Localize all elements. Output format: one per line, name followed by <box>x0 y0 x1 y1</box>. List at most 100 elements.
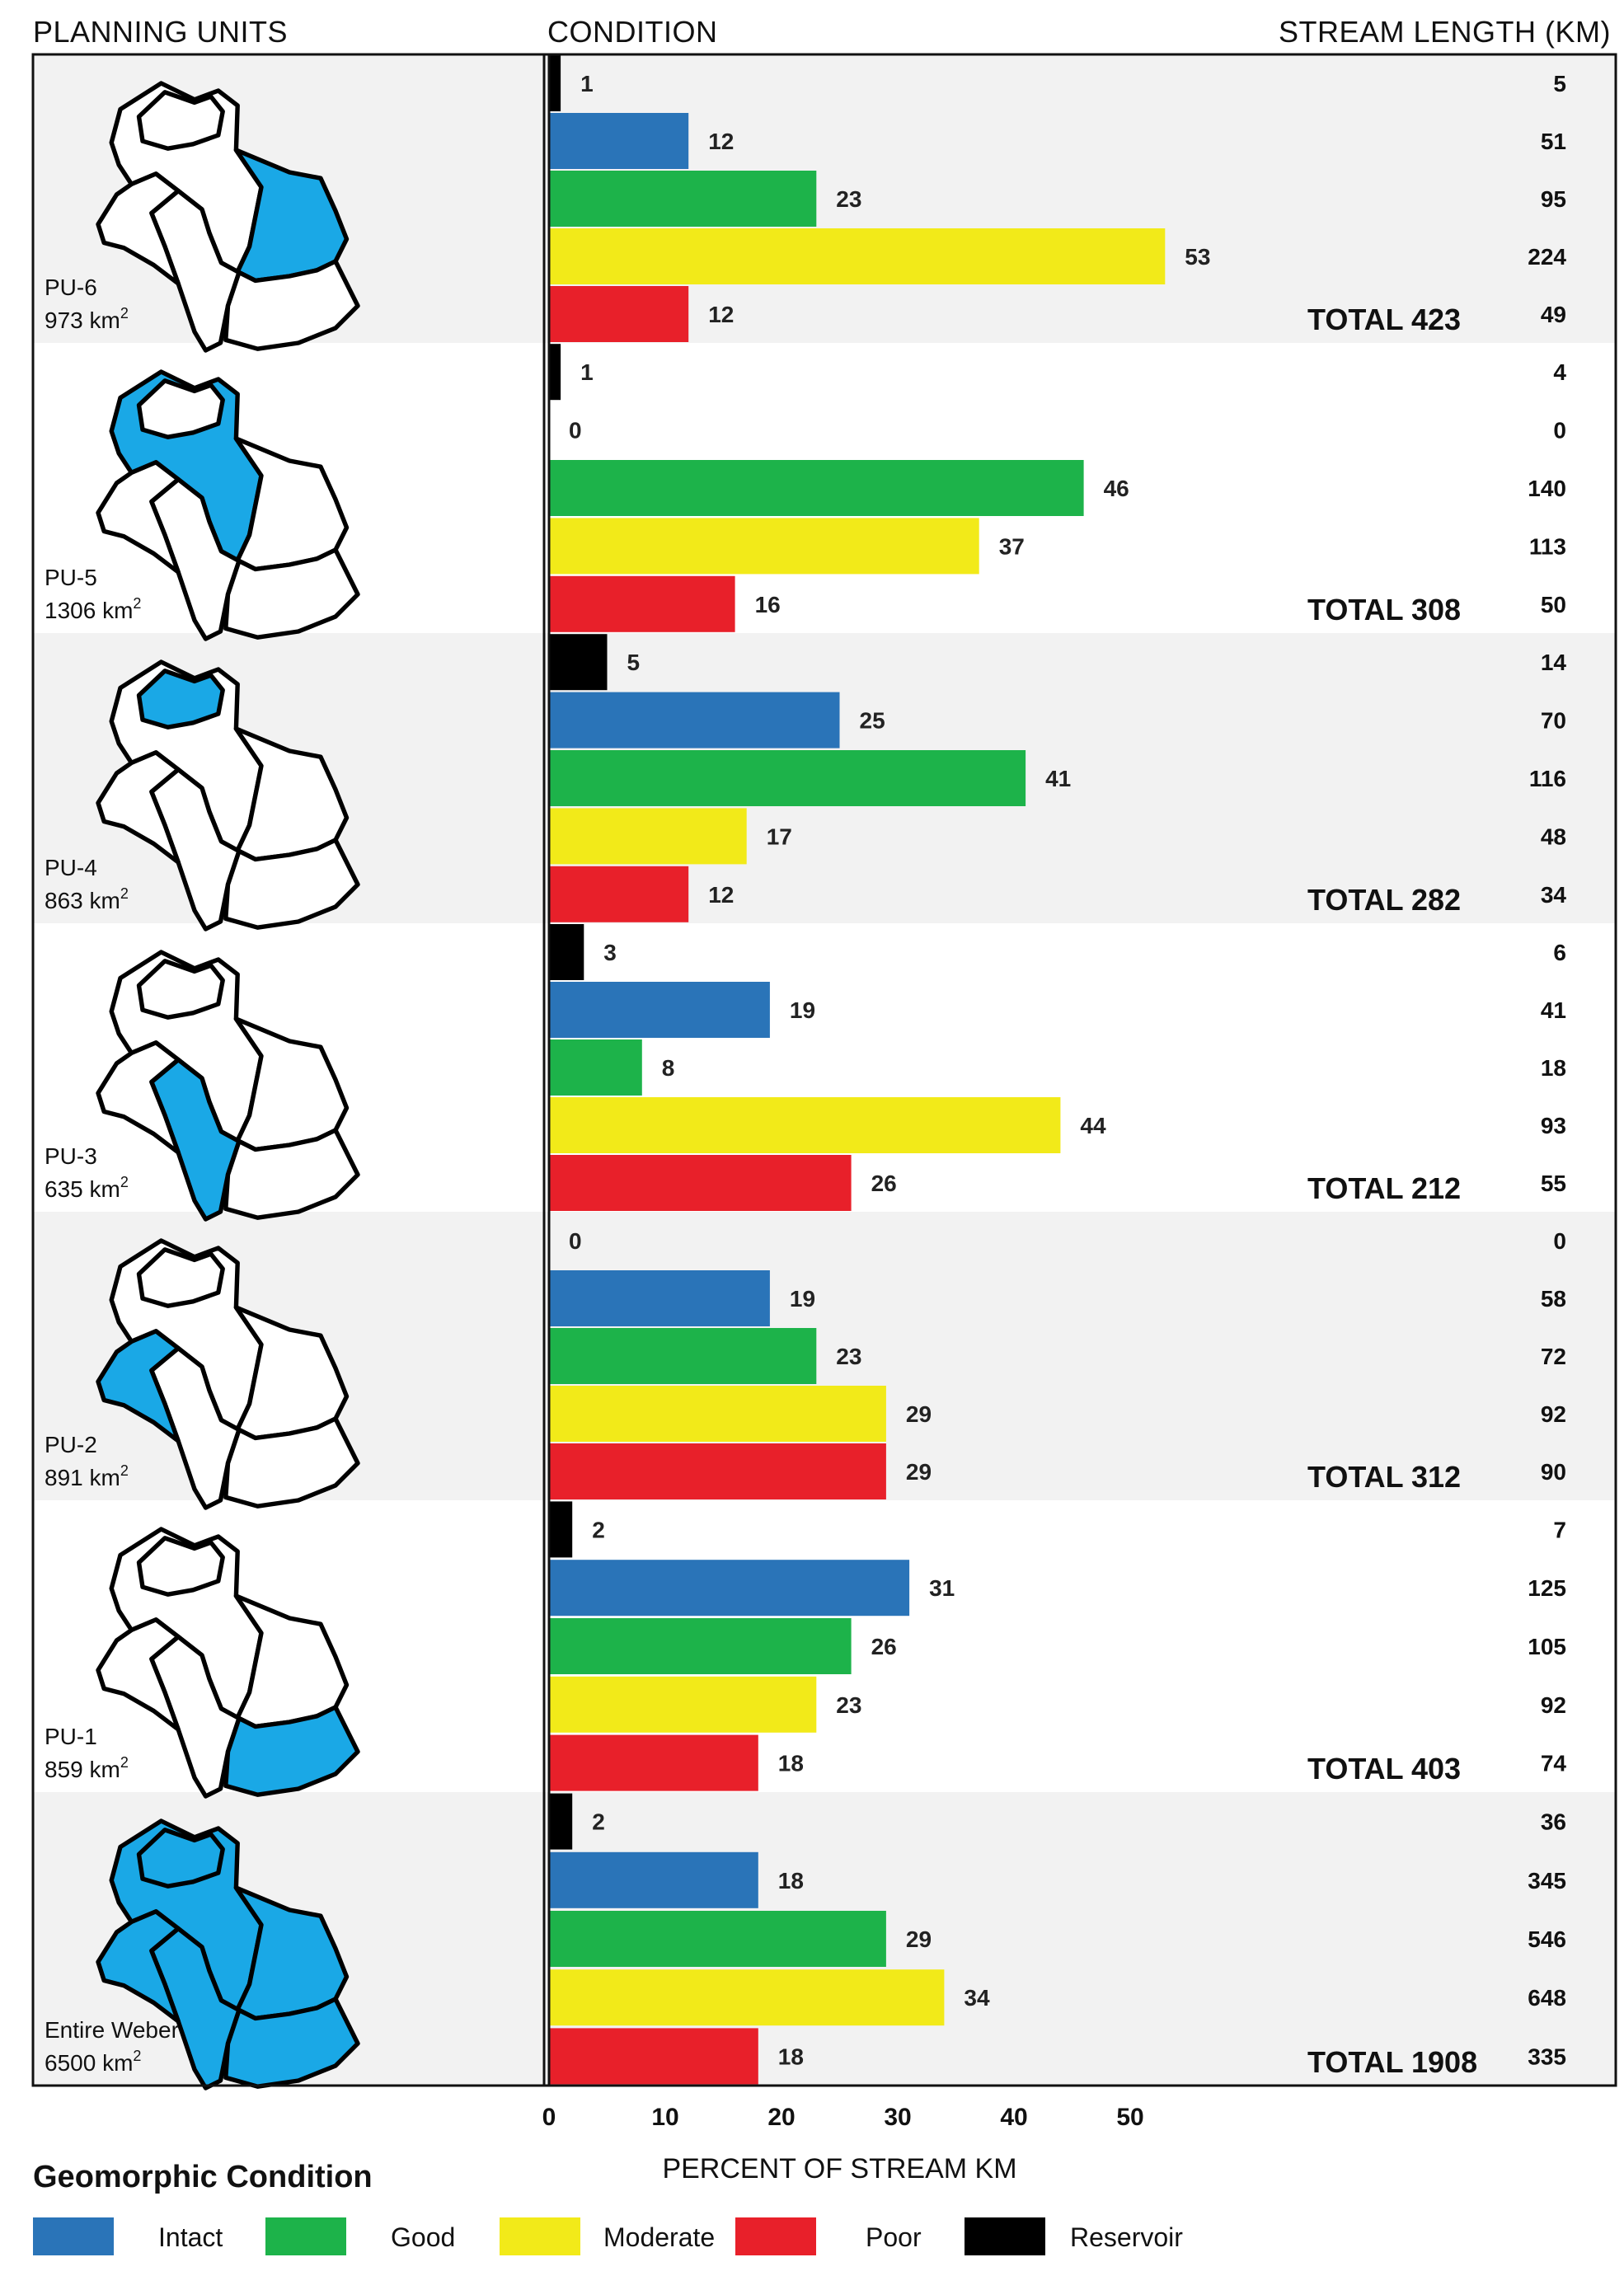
unit-name-label: PU-4 <box>45 855 97 880</box>
bar-value-label: 16 <box>755 592 781 617</box>
bar-value-label: 26 <box>871 1171 897 1196</box>
legend: Intact Good Moderate Poor Reservoir <box>33 2217 1599 2259</box>
bar-good <box>549 750 1026 806</box>
bar-value-label: 25 <box>860 708 885 734</box>
x-tick-label: 40 <box>1000 2104 1027 2131</box>
watershed-map <box>96 1527 360 1799</box>
stream-km-label: 5 <box>1553 71 1566 96</box>
bar-reservoir <box>549 634 608 691</box>
watershed-subunit-pu2 <box>96 1329 181 1443</box>
watershed-subunit-pu4 <box>136 90 225 151</box>
bar-poor <box>549 866 689 922</box>
bar-good <box>549 1911 886 1967</box>
unit-name-label: Entire Weber <box>45 2017 179 2043</box>
watershed-subunit-pu1 <box>223 1997 360 2089</box>
stream-km-label: 105 <box>1528 1634 1566 1659</box>
bar-moderate <box>549 1386 886 1442</box>
stream-km-label: 224 <box>1528 244 1566 270</box>
bar-value-label: 1 <box>580 359 594 385</box>
stream-km-label: 55 <box>1541 1171 1566 1196</box>
bar-value-label: 23 <box>836 1344 861 1369</box>
unit-name-label: PU-6 <box>45 275 97 300</box>
legend-label-good: Good <box>391 2222 456 2252</box>
bar-reservoir <box>549 1501 573 1558</box>
watershed-map <box>96 659 360 931</box>
bar-intact <box>549 982 770 1038</box>
legend-label-moderate: Moderate <box>603 2222 716 2252</box>
bar-intact <box>549 1270 770 1326</box>
watershed-subunit-pu2 <box>96 1040 181 1155</box>
bar-value-label: 12 <box>708 129 734 154</box>
bar-value-label: 17 <box>767 824 792 849</box>
watershed-subunit-pu4 <box>136 378 225 439</box>
bar-value-label: 29 <box>906 1459 932 1485</box>
stream-km-label: 7 <box>1553 1517 1566 1542</box>
watershed-subunit-pu1 <box>223 1416 360 1509</box>
legend-swatch-good <box>265 2217 346 2255</box>
stream-km-label: 49 <box>1541 302 1566 327</box>
chart-frame <box>31 53 1617 2087</box>
bar-value-label: 44 <box>1080 1113 1106 1138</box>
stream-km-label: 34 <box>1541 882 1567 908</box>
bar-value-label: 5 <box>627 650 641 675</box>
stream-km-label: 648 <box>1528 1985 1566 2011</box>
bar-poor <box>549 2028 758 2085</box>
stream-km-label: 0 <box>1553 1228 1566 1254</box>
watershed-subunit-pu4 <box>136 1828 225 1889</box>
bar-reservoir <box>549 924 584 980</box>
stream-km-label: 0 <box>1553 418 1566 443</box>
bar-poor <box>549 1155 852 1211</box>
watershed-subunit-pu1 <box>223 547 360 640</box>
x-tick-label: 20 <box>767 2104 795 2131</box>
watershed-subunit-pu1 <box>223 1128 360 1220</box>
bar-good <box>549 460 1084 516</box>
total-label: TOTAL 308 <box>1307 593 1461 626</box>
x-tick-label: 10 <box>651 2104 678 2131</box>
total-label: TOTAL 403 <box>1307 1752 1461 1786</box>
bar-value-label: 53 <box>1185 244 1210 270</box>
bar-value-label: 12 <box>708 302 734 327</box>
legend-title: Geomorphic Condition <box>33 2160 373 2194</box>
bar-poor <box>549 575 735 632</box>
bar-poor <box>549 1443 886 1499</box>
bar-value-label: 12 <box>708 882 734 908</box>
bar-intact <box>549 692 840 748</box>
x-tick-label: 0 <box>542 2104 556 2131</box>
stream-km-label: 41 <box>1541 997 1566 1023</box>
total-label: TOTAL 1908 <box>1307 2045 1477 2079</box>
bar-reservoir <box>549 55 561 111</box>
x-tick-label: 50 <box>1116 2104 1143 2131</box>
watershed-subunit-pu4 <box>136 1536 225 1597</box>
watershed-subunit-pu1 <box>223 1705 360 1797</box>
bar-value-label: 29 <box>906 1926 932 1952</box>
bar-value-label: 29 <box>906 1401 932 1427</box>
stream-km-label: 140 <box>1528 476 1566 501</box>
unit-area-label: 891 km2 <box>45 1462 129 1490</box>
legend-label-intact: Intact <box>158 2222 223 2252</box>
bar-moderate <box>549 808 747 865</box>
watershed-map <box>96 369 360 641</box>
bar-value-label: 37 <box>999 533 1025 559</box>
x-axis-title: PERCENT OF STREAM KM <box>662 2153 1016 2184</box>
stream-km-label: 70 <box>1541 708 1566 734</box>
stream-km-label: 4 <box>1553 359 1566 385</box>
stream-km-label: 93 <box>1541 1113 1566 1138</box>
bar-value-label: 1 <box>580 71 594 96</box>
watershed-subunit-pu4 <box>136 669 225 730</box>
unit-area-label: 635 km2 <box>45 1174 129 1202</box>
bar-value-label: 3 <box>603 940 617 965</box>
bar-intact <box>549 1851 758 1908</box>
bar-value-label: 19 <box>790 1286 815 1312</box>
bar-intact <box>549 1560 910 1617</box>
stream-km-label: 546 <box>1528 1926 1566 1952</box>
legend-swatch-poor <box>735 2217 816 2255</box>
watershed-subunit-pu1 <box>223 259 360 351</box>
bar-moderate <box>549 1676 817 1733</box>
watershed-subunit-pu2 <box>96 171 181 286</box>
bar-moderate <box>549 1097 1061 1153</box>
bar-value-label: 23 <box>836 186 861 212</box>
stream-km-label: 345 <box>1528 1868 1566 1893</box>
bar-value-label: 19 <box>790 997 815 1023</box>
bar-value-label: 18 <box>778 2044 804 2069</box>
